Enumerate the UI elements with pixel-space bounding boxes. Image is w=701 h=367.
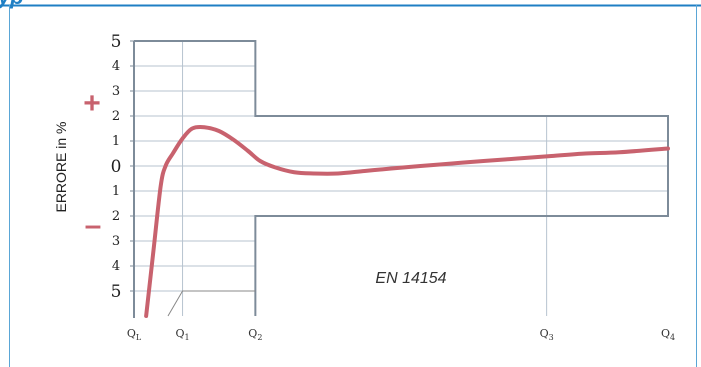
y-tick-label-9: 4 — [112, 259, 120, 274]
y-tick-label-6: 1 — [112, 184, 120, 199]
plus-sign: + — [83, 87, 101, 120]
y-tick-label-3: 2 — [112, 109, 120, 124]
x-tick-label-4: Q4 — [661, 327, 675, 342]
x-tick-labels: QL Q1 Q2 Q3 Q4 — [127, 327, 675, 342]
limit-envelope-path — [134, 40, 669, 316]
error-limit-envelope — [134, 40, 669, 316]
y-tick-label-7: 2 — [112, 209, 120, 224]
y-tick-label-10: 5 — [111, 282, 122, 302]
x-tick-label-3: Q3 — [540, 327, 554, 342]
standard-annotation: EN 14154 — [375, 270, 446, 287]
y-tick-label-2: 3 — [112, 84, 120, 99]
y-tick-label-0: 5 — [111, 32, 122, 52]
q1-marker-line — [167, 290, 256, 317]
minus-sign: – — [85, 209, 102, 242]
y-axis-label: ERRORE in % — [53, 121, 69, 212]
y-tick-label-8: 3 — [112, 234, 120, 249]
y-tick-labels: 5 4 3 2 1 0 1 2 3 4 5 — [111, 32, 134, 302]
x-tick-label-0: QL — [127, 327, 142, 342]
y-tick-label-5: 0 — [111, 157, 122, 177]
error-curve-line — [144, 124, 670, 318]
y-tick-label-1: 4 — [112, 59, 120, 74]
y-tick-label-4: 1 — [112, 134, 120, 149]
header-fragment: yp — [0, 0, 24, 9]
x-tick-label-2: Q2 — [248, 327, 262, 342]
x-tick-label-1: Q1 — [175, 327, 189, 342]
